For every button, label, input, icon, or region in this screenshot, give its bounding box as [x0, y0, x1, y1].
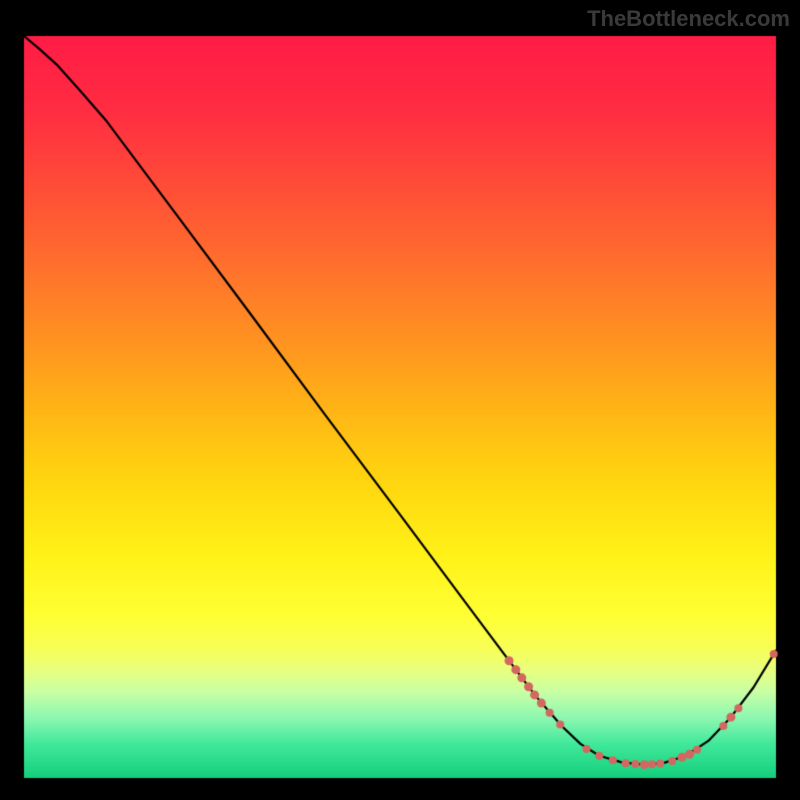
bottleneck-chart-canvas	[0, 0, 800, 800]
chart-stage: TheBottleneck.com	[0, 0, 800, 800]
